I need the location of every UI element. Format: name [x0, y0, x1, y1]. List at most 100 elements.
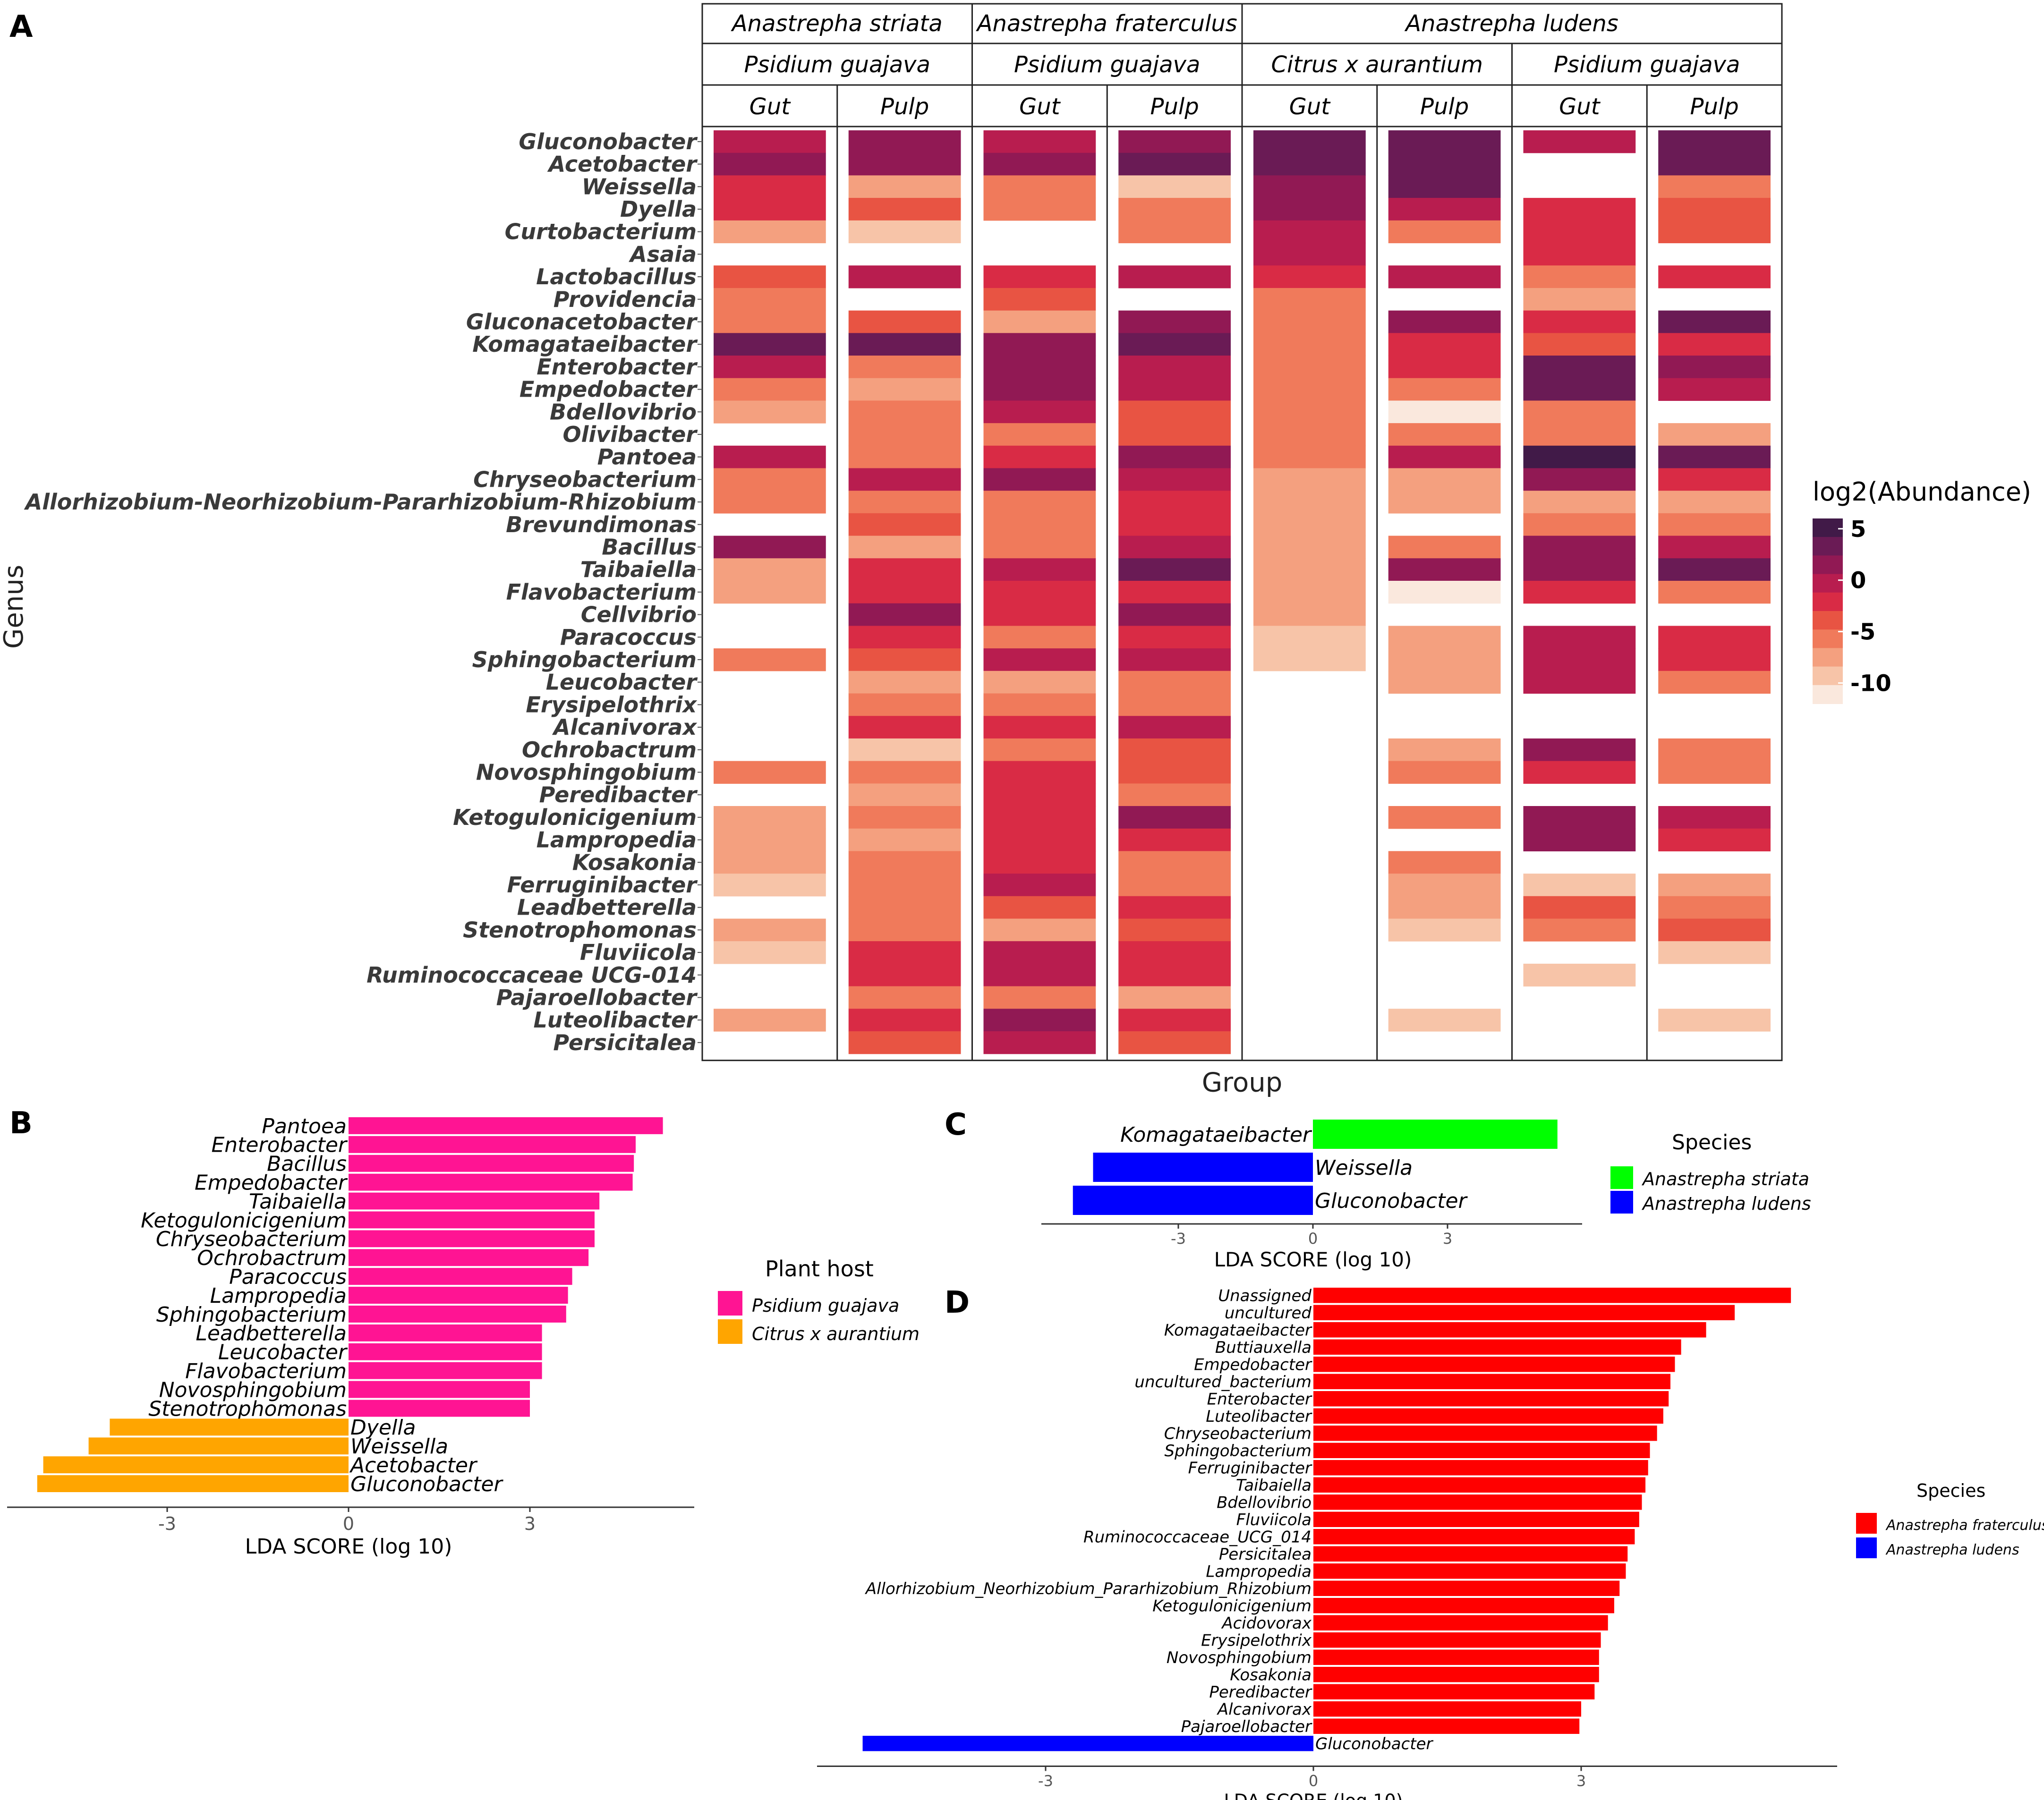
genus-label: Bacillus: [602, 534, 697, 560]
heatmap-cell: [714, 356, 826, 379]
heatmap-cell: [983, 288, 1096, 311]
genus-label: Chryseobacterium: [473, 467, 697, 492]
colorbar-segment: [1813, 577, 1843, 581]
heatmap-cell: [1658, 535, 1771, 559]
heatmap-cell: [1118, 153, 1231, 176]
heatmap-cell: [1253, 558, 1366, 581]
colorbar-segment: [1813, 518, 1843, 522]
legend-entry-label: Anastrepha ludens: [1641, 1193, 1811, 1214]
heatmap-cell: [1658, 738, 1771, 762]
header-host: Citrus x aurantium: [1271, 51, 1483, 78]
heatmap-cell: [1658, 310, 1771, 333]
lda-bar-label: Lampropedia: [1206, 1562, 1312, 1581]
lda-bar: [349, 1211, 595, 1229]
heatmap-cell: [1658, 581, 1771, 604]
heatmap-cell: [983, 986, 1096, 1009]
heatmap-cell: [848, 153, 961, 176]
lda-bar: [1313, 1529, 1635, 1545]
genus-label: Lampropedia: [537, 827, 697, 853]
lda-bar: [349, 1230, 595, 1248]
colorbar-segment: [1813, 586, 1843, 590]
heatmap-cell: [1118, 310, 1231, 333]
heatmap-cell: [848, 175, 961, 198]
colorbar-segment: [1813, 555, 1843, 559]
legend-title: log2(Abundance): [1813, 477, 2031, 507]
heatmap-cell: [714, 828, 826, 851]
header-species: Anastrepha ludens: [1404, 10, 1618, 37]
heatmap-cell: [1388, 626, 1501, 649]
legend-swatch: [1856, 1513, 1877, 1534]
lda-bar-label: Dyella: [350, 1416, 416, 1440]
lda-bar-label: Erysipelothrix: [1201, 1631, 1312, 1650]
lda-bar: [1313, 1460, 1648, 1476]
heatmap-cell: [1658, 175, 1771, 198]
lda-bar: [349, 1400, 530, 1417]
heatmap-cell: [848, 806, 961, 829]
heatmap-cell: [1523, 558, 1636, 581]
lda-bar-label: Buttiauxella: [1215, 1338, 1312, 1357]
lda-bar: [1313, 1288, 1791, 1303]
heatmap-cell: [983, 491, 1096, 514]
colorbar-segment: [1813, 682, 1843, 686]
lda-bar: [1313, 1477, 1646, 1493]
lda-bar-label: Enterobacter: [211, 1133, 348, 1157]
genus-label: Enterobacter: [537, 354, 698, 380]
heatmap-cell: [848, 378, 961, 401]
colorbar-segment: [1813, 521, 1843, 526]
colorbar-segment: [1813, 660, 1843, 664]
heatmap-cell: [983, 918, 1096, 942]
colorbar-segment: [1813, 589, 1843, 593]
genus-label: Bdellovibrio: [550, 399, 697, 425]
lda-bar: [1313, 1357, 1675, 1372]
heatmap-cell: [1118, 356, 1231, 379]
heatmap-cell: [1658, 874, 1771, 897]
genus-label: Taibaiella: [580, 557, 697, 582]
heatmap-cell: [714, 581, 826, 604]
colorbar-tick-label: 0: [1850, 568, 1866, 594]
colorbar-segment: [1813, 534, 1843, 538]
legend-entry-label: Anastrepha ludens: [1885, 1542, 2019, 1558]
colorbar-segment: [1813, 632, 1843, 637]
colorbar-segment: [1813, 636, 1843, 639]
heatmap-cell: [1253, 445, 1366, 469]
colorbar-segment: [1813, 676, 1843, 679]
heatmap-cell: [848, 626, 961, 649]
lda-bar: [1313, 1598, 1614, 1613]
heatmap-cell: [848, 198, 961, 221]
lda-bar: [1313, 1322, 1706, 1338]
heatmap-cell: [1253, 603, 1366, 626]
x-tick-label: -3: [158, 1513, 176, 1534]
lda-bar: [1313, 1684, 1595, 1699]
heatmap-cell: [1118, 265, 1231, 289]
heatmap-cell: [848, 423, 961, 446]
colorbar-segment: [1813, 648, 1843, 652]
legend-entry-label: Psidium guajava: [752, 1295, 899, 1316]
lda-bar-label: uncultured: [1225, 1304, 1312, 1323]
x-tick-label: -3: [1038, 1772, 1053, 1790]
heatmap-cell: [1658, 896, 1771, 919]
heatmap-cell: [714, 220, 826, 244]
heatmap-cell: [848, 761, 961, 784]
heatmap-cell: [714, 310, 826, 333]
heatmap-cell: [1658, 356, 1771, 379]
lda-bar: [1073, 1186, 1313, 1215]
heatmap-cell: [848, 1009, 961, 1032]
lda-bar-label: Gluconobacter: [1315, 1189, 1468, 1213]
genus-label: Persicitalea: [553, 1030, 697, 1055]
lda-bar: [1313, 1426, 1657, 1441]
lda-bar-label: Stenotrophomonas: [148, 1397, 347, 1421]
colorbar-segment: [1813, 540, 1843, 544]
colorbar-segment: [1813, 657, 1843, 661]
heatmap-cell: [1523, 130, 1636, 153]
colorbar-segment: [1813, 574, 1843, 578]
heatmap-cell: [1388, 648, 1501, 671]
heatmap-cell: [1658, 513, 1771, 536]
colorbar-segment: [1813, 580, 1843, 584]
colorbar-segment: [1813, 546, 1843, 550]
heatmap-cell: [983, 1031, 1096, 1054]
heatmap-cell: [848, 671, 961, 694]
header-host: Psidium guajava: [744, 51, 930, 78]
heatmap-cell: [1523, 648, 1636, 671]
lda-bar: [349, 1324, 542, 1342]
